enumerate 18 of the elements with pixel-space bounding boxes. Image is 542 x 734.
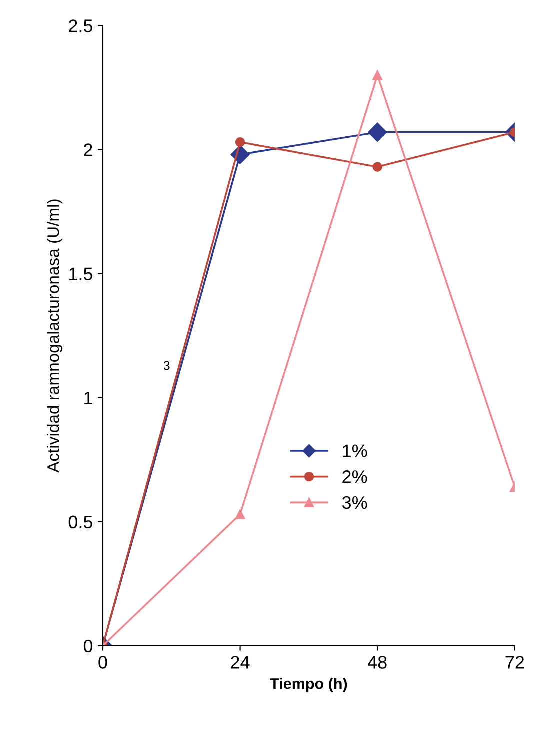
- x-axis-title: Tiempo (h): [270, 678, 348, 692]
- y-tick-label: 0.5: [68, 516, 93, 529]
- y-tick-label: 0: [84, 640, 93, 653]
- annotation: 3: [164, 361, 170, 370]
- x-tick-label: 48: [368, 656, 387, 669]
- x-tick-label: 72: [506, 656, 524, 669]
- legend-label: 3%: [342, 496, 368, 510]
- point: [372, 70, 382, 80]
- x-tick-label: 0: [98, 656, 108, 669]
- point: [368, 122, 388, 142]
- y-axis-title: Actividad ramnogalacturonasa (U/ml): [47, 200, 63, 473]
- legend-label: 1%: [343, 444, 368, 458]
- y-tick-label: 1: [84, 392, 92, 404]
- y-tick-label: 1.5: [70, 268, 93, 280]
- legend-label: 2%: [342, 470, 368, 484]
- y-tick-label: 2.5: [69, 20, 93, 32]
- y-tick-label: 2: [84, 144, 92, 156]
- x-tick-label: 24: [231, 656, 250, 669]
